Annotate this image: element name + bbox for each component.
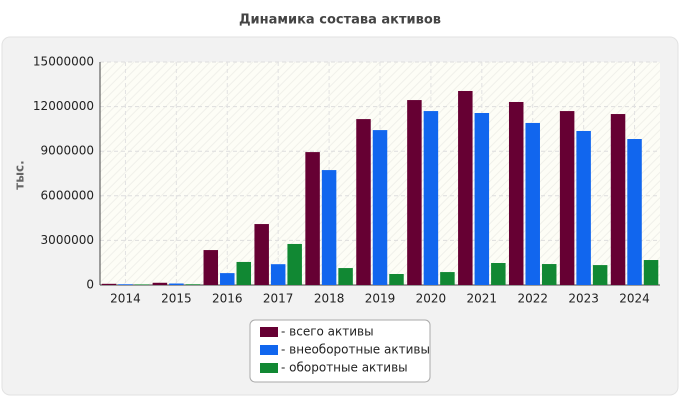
x-tick-label: 2018 <box>314 292 345 306</box>
y-tick-label: 0 <box>86 278 94 292</box>
bar <box>134 284 150 285</box>
bar <box>559 111 575 285</box>
legend <box>249 319 431 383</box>
bar <box>220 273 235 285</box>
legend-swatch <box>260 345 278 355</box>
x-tick-label: 2023 <box>568 292 599 306</box>
bar <box>254 224 269 285</box>
y-tick-label: 6000000 <box>41 188 94 202</box>
y-axis-label: тыс. <box>13 160 27 189</box>
bar <box>321 170 337 285</box>
bar <box>389 273 404 285</box>
bar <box>610 114 626 286</box>
bar <box>423 111 439 285</box>
bar <box>185 284 201 285</box>
legend-label: - оборотные активы <box>281 361 408 375</box>
chart-title: Динамика состава активов <box>239 13 441 28</box>
bar <box>101 283 117 285</box>
x-tick-label: 2015 <box>161 292 192 306</box>
x-tick-label: 2021 <box>467 292 498 306</box>
x-tick-label: 2017 <box>263 292 294 306</box>
bar <box>270 264 286 285</box>
x-tick-label: 2014 <box>110 292 141 306</box>
bar <box>508 101 524 285</box>
bar <box>440 272 455 285</box>
bar <box>305 152 320 285</box>
x-tick-label: 2019 <box>365 292 396 306</box>
bar <box>592 265 608 285</box>
legend-label: - всего активы <box>281 325 374 339</box>
bar <box>576 130 591 285</box>
bar <box>643 260 659 285</box>
x-tick-label: 2020 <box>416 292 447 306</box>
bar <box>356 119 371 285</box>
bar <box>152 282 168 285</box>
legend-label: - внеоборотные активы <box>281 343 430 357</box>
bar <box>491 262 506 285</box>
legend-swatch <box>260 363 278 373</box>
x-tick-label: 2022 <box>517 292 548 306</box>
bar <box>407 100 422 285</box>
bar <box>372 130 388 285</box>
y-tick-label: 3000000 <box>41 233 94 247</box>
bar <box>525 122 540 285</box>
x-tick-label: 2024 <box>619 292 650 306</box>
bar <box>338 268 353 285</box>
bar <box>627 139 642 285</box>
y-tick-label: 12000000 <box>33 99 94 113</box>
x-tick-label: 2016 <box>212 292 243 306</box>
bar <box>458 90 473 286</box>
legend-swatch <box>260 327 278 337</box>
bar <box>287 243 302 285</box>
y-tick-label: 15000000 <box>33 55 94 69</box>
bar <box>474 112 490 285</box>
bar <box>169 283 184 285</box>
bar <box>236 261 252 285</box>
bar <box>203 250 219 285</box>
y-tick-label: 9000000 <box>41 144 94 158</box>
bar <box>541 264 557 285</box>
bar <box>118 284 133 285</box>
